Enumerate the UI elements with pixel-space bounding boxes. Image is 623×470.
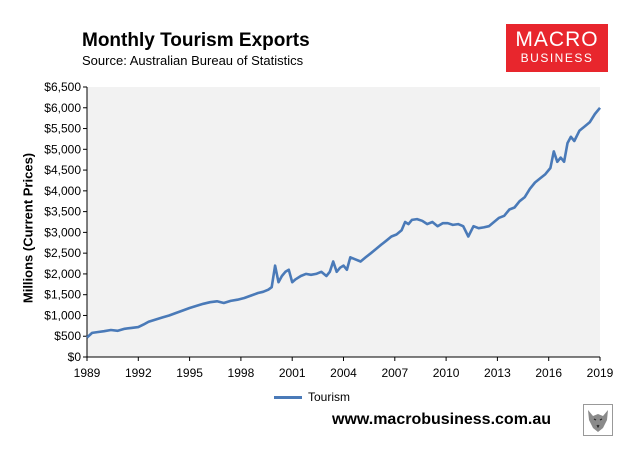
y-tick-label: $4,000 [44, 184, 81, 198]
x-tick-label: 2013 [484, 366, 511, 380]
x-tick-label: 1995 [176, 366, 203, 380]
website-url: www.macrobusiness.com.au [332, 411, 552, 428]
legend-swatch-tourism [274, 395, 302, 399]
series-layer [86, 106, 602, 339]
y-tick-label: $6,500 [44, 80, 81, 94]
chart-subtitle: Source: Australian Bureau of Statistics [82, 53, 304, 68]
y-tick-label: $500 [54, 329, 81, 343]
y-tick-label: $4,500 [44, 163, 81, 177]
plot-area [87, 87, 600, 357]
x-tick-label: 2016 [535, 366, 562, 380]
x-tick-label: 2001 [279, 366, 306, 380]
y-tick-label: $3,500 [44, 205, 81, 219]
legend-label-tourism: Tourism [308, 390, 351, 404]
logo-text-macro: MACRO [515, 28, 599, 51]
y-tick-label: $2,000 [44, 267, 81, 281]
x-tick-label: 1989 [74, 366, 101, 380]
y-tick-label: $5,000 [44, 142, 81, 156]
logo-text-business: BUSINESS [520, 51, 594, 65]
y-tick-label: $1,500 [44, 288, 81, 302]
series-line-tourism [86, 106, 602, 339]
y-tick-label: $6,000 [44, 101, 81, 115]
y-tick-label: $5,500 [44, 122, 81, 136]
y-tick-label: $0 [68, 350, 82, 364]
x-axis: 1989 1992 1995 1998 2001 2004 2007 2010 2013 2016… [74, 356, 614, 380]
x-tick-label: 1998 [228, 366, 255, 380]
chart-title: Monthly Tourism Exports [82, 30, 310, 51]
x-tick-label: 2004 [330, 366, 357, 380]
y-tick-label: $1,000 [44, 308, 81, 322]
y-axis: $0 $500 $1,000 $1,500 $2,000 $2,500 $3,000 $3,5… [44, 80, 88, 364]
x-tick-label: 2007 [381, 366, 408, 380]
y-tick-label: $2,500 [44, 246, 81, 260]
macrobusiness-logo: MACRO BUSINESS [506, 24, 608, 72]
x-tick-label: 2010 [433, 366, 460, 380]
y-axis-label: Millions (Current Prices) [20, 152, 36, 304]
legend: Tourism [274, 390, 350, 404]
y-tick-label: $3,000 [44, 225, 81, 239]
x-tick-label: 1992 [125, 366, 152, 380]
x-tick-label: 2019 [587, 366, 614, 380]
wolf-logo-icon [583, 404, 613, 436]
